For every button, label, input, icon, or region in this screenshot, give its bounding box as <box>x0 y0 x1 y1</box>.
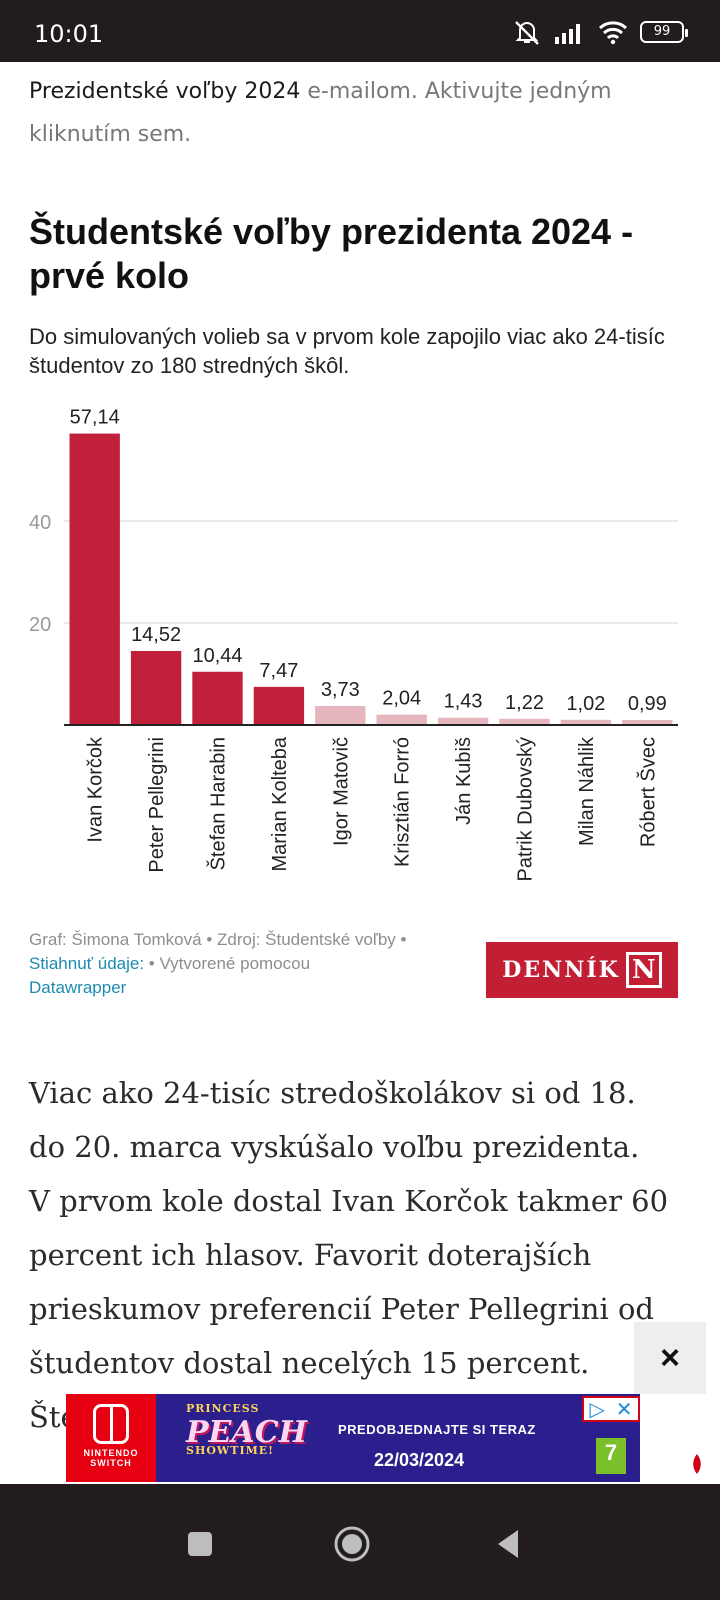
data-label: 57,14 <box>70 407 120 429</box>
x-tick-label: Milan Náhlik <box>576 736 598 846</box>
y-tick-label: 20 <box>29 614 51 636</box>
data-label: 1,22 <box>505 692 544 714</box>
ad-date: 22/03/2024 <box>374 1450 465 1470</box>
x-tick-label: Peter Pellegrini <box>146 737 168 873</box>
x-tick-label: Ivan Korčok <box>85 736 107 843</box>
pegi-rating: 7 <box>596 1438 626 1474</box>
ad-game-title: PRINCESS PEACH SHOWTIME! <box>186 1402 307 1457</box>
edge-gesture-icon[interactable] <box>690 1452 704 1476</box>
x-tick-label: Štefan Harabin <box>207 737 230 870</box>
ad-title-sub: SHOWTIME! <box>186 1444 274 1457</box>
datawrapper-link[interactable]: Datawrapper <box>29 978 127 997</box>
x-tick-label: Patrik Dubovský <box>515 737 537 882</box>
bar-chart: 20 40 57,14 Ivan Korčok 14,52 Peter Pellegrin… <box>29 407 678 882</box>
status-time: 10:01 <box>34 20 104 48</box>
article-paragraph: V prvom kole dostal Ivan Korčok takmer 6… <box>29 1184 669 1434</box>
switch-icon <box>93 1404 129 1444</box>
data-label: 0,99 <box>628 693 667 715</box>
home-button[interactable] <box>328 1520 376 1568</box>
chart-credits: Graf: Šimona Tomková • Zdroj: Študentské… <box>29 928 479 1000</box>
ad-choices-button[interactable]: ▷ ✕ <box>582 1396 640 1422</box>
bar <box>315 705 366 725</box>
x-tick-label: Krisztián Forró <box>392 737 414 867</box>
logo-letter: N <box>625 952 662 988</box>
credits-made-with: • Vytvorené pomocou <box>144 954 311 973</box>
wifi-icon <box>598 21 628 45</box>
ad-brand-line1: NINTENDO <box>83 1448 139 1458</box>
data-label: 3,73 <box>321 679 360 701</box>
ad-cta: PREDOBJEDNAJTE SI TERAZ <box>338 1422 536 1437</box>
bar <box>499 718 550 725</box>
bar <box>69 433 120 725</box>
newsletter-promo-link[interactable]: Prezidentské voľby 2024 e-mailom. Aktivu… <box>29 70 689 156</box>
bar <box>622 719 673 725</box>
bar <box>437 717 489 725</box>
logo-text: DENNÍK <box>502 957 620 983</box>
bar <box>192 671 243 725</box>
x-tick-label: Marian Kolteba <box>269 736 291 871</box>
status-icons: 99 <box>512 18 688 46</box>
mute-icon <box>515 21 539 45</box>
data-label: 1,02 <box>566 693 605 715</box>
data-label: 7,47 <box>259 660 298 682</box>
article-body: Viac ako 24-tisíc stredoškolákov si od 1… <box>29 1066 679 1444</box>
close-ad-button[interactable]: × <box>634 1322 706 1394</box>
bar <box>130 650 182 725</box>
article-paragraph: Viac ako 24-tisíc stredoškolákov si od 1… <box>29 1076 640 1164</box>
signal-icon <box>555 24 580 44</box>
bar <box>376 714 427 725</box>
status-bar: 10:01 99 <box>0 0 720 62</box>
navigation-bar <box>0 1484 720 1600</box>
ad-brand-line2: SWITCH <box>90 1458 132 1468</box>
x-tick-label: Igor Matovič <box>330 737 352 846</box>
data-label: 10,44 <box>192 645 242 667</box>
x-tick-label: Róbert Švec <box>636 737 659 847</box>
battery-icon: 99 <box>640 21 688 43</box>
download-data-link[interactable]: Stiahnuť údaje: <box>29 954 145 973</box>
data-label: 14,52 <box>131 624 181 646</box>
ad-close-x: ✕ <box>615 1398 633 1421</box>
x-tick-label: Ján Kubiš <box>453 737 475 825</box>
chart-title: Študentské voľby prezidenta 2024 - prvé … <box>29 211 634 296</box>
y-tick-label: 40 <box>29 512 51 534</box>
promo-rest-text: e-mailom. Aktivujte jedným kliknutím sem… <box>29 79 612 147</box>
back-button[interactable] <box>484 1520 532 1568</box>
recents-button[interactable] <box>176 1520 224 1568</box>
ad-title-top: PRINCESS <box>186 1402 260 1415</box>
credits-source: Graf: Šimona Tomková • Zdroj: Študentské… <box>29 930 407 949</box>
ad-title-main: PEACH <box>186 1415 307 1450</box>
bar <box>253 686 305 725</box>
dennik-n-logo[interactable]: DENNÍK N <box>486 942 678 998</box>
data-label: 2,04 <box>382 688 421 710</box>
data-label: 1,43 <box>444 691 483 713</box>
adchoices-icon: ▷ <box>589 1398 605 1421</box>
promo-bold-text: Prezidentské voľby 2024 <box>29 79 301 104</box>
chart-description: Do simulovaných volieb sa v prvom kole z… <box>29 324 665 378</box>
bar <box>560 719 612 725</box>
nintendo-switch-logo: NINTENDO SWITCH <box>66 1394 156 1482</box>
ad-banner[interactable]: NINTENDO SWITCH PRINCESS PEACH SHOWTIME!… <box>66 1394 640 1482</box>
